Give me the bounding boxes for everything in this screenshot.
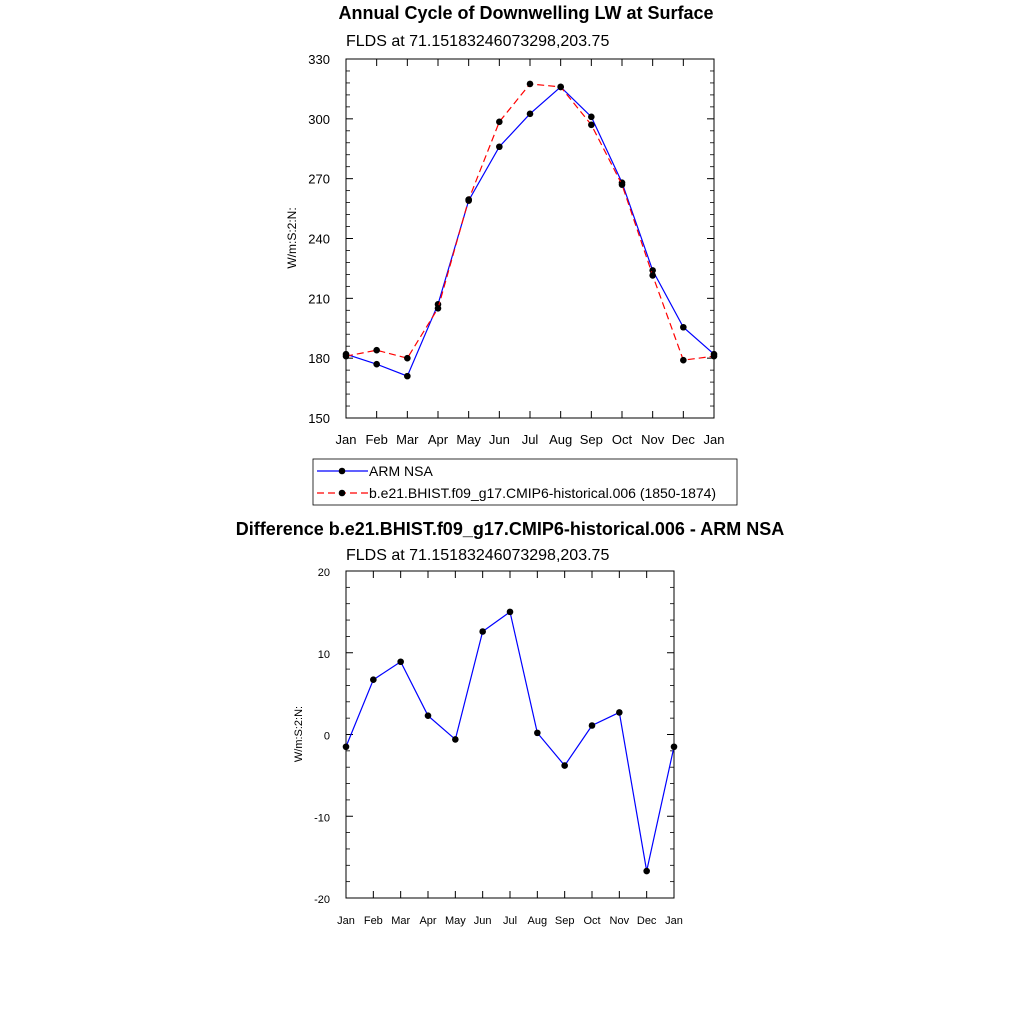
x-tick-label: Jul [503, 915, 517, 927]
x-tick-label: Mar [391, 915, 410, 927]
x-tick-label: Jan [337, 915, 355, 927]
x-tick-label: Aug [528, 915, 548, 927]
chart2-title: Difference b.e21.BHIST.f09_g17.CMIP6-his… [236, 519, 785, 539]
annual-cycle-chart: Annual Cycle of Downwelling LW at Surfac… [285, 3, 738, 506]
data-point [526, 110, 534, 118]
x-tick-label: Jun [474, 915, 492, 927]
data-point [496, 143, 503, 151]
chart1-plot-frame [345, 58, 715, 419]
data-point [649, 272, 656, 279]
x-tick-label: Sep [555, 915, 575, 927]
data-point [370, 676, 377, 684]
x-tick-label: Jan [704, 432, 725, 447]
chart2-subtitle: FLDS at 71.15183246073298,203.75 [346, 547, 609, 564]
x-tick-label: May [445, 915, 466, 927]
data-point [452, 736, 459, 743]
x-tick-label: Feb [365, 432, 387, 447]
x-tick-label: Sep [580, 432, 603, 447]
x-tick-label: Jul [522, 432, 539, 447]
data-point [479, 628, 486, 635]
x-tick-label: Mar [396, 432, 419, 447]
legend-marker-model [338, 489, 346, 497]
data-point [588, 121, 595, 129]
x-tick-label: Apr [428, 432, 449, 447]
data-point [561, 762, 568, 769]
data-point [557, 83, 564, 91]
x-tick-label: May [456, 432, 481, 447]
x-tick-label: Jun [489, 432, 510, 447]
x-tick-label: Oct [612, 432, 633, 447]
data-point [526, 80, 534, 88]
chart2-ylabel: W/m:S:2:N: [293, 706, 305, 762]
y-tick-label: 10 [318, 649, 330, 661]
x-tick-label: Nov [610, 915, 630, 927]
data-point [496, 118, 503, 126]
data-point [397, 658, 404, 666]
y-tick-label: 240 [308, 232, 330, 247]
data-point [506, 608, 514, 616]
y-tick-label: 150 [308, 411, 330, 426]
data-point [680, 356, 687, 364]
legend-box [312, 458, 738, 506]
y-tick-label: 300 [308, 112, 330, 127]
x-tick-label: Jan [336, 432, 357, 447]
legend-label-arm-nsa: ARM NSA [369, 463, 433, 479]
y-tick-label: 0 [324, 731, 330, 743]
y-tick-label: 330 [308, 52, 330, 67]
x-tick-label: Dec [637, 915, 657, 927]
x-tick-label: Jan [665, 915, 683, 927]
legend-label-model: b.e21.BHIST.f09_g17.CMIP6-historical.006… [369, 485, 716, 501]
data-point [588, 722, 596, 729]
x-tick-label: Nov [641, 432, 665, 447]
difference-chart: Difference b.e21.BHIST.f09_g17.CMIP6-his… [236, 519, 785, 927]
series-line-2 [345, 83, 715, 361]
data-point [534, 729, 541, 737]
y-tick-label: 270 [308, 172, 330, 187]
data-point [643, 867, 650, 875]
y-tick-label: -10 [314, 812, 330, 824]
data-point [404, 372, 411, 380]
chart2-plot-frame [345, 570, 675, 899]
y-tick-label: 20 [318, 567, 330, 579]
data-point [618, 181, 626, 188]
data-point [373, 360, 380, 368]
x-tick-label: Apr [419, 915, 436, 927]
data-point [434, 305, 442, 312]
series-line-1 [345, 610, 675, 872]
legend-marker-arm-nsa [338, 467, 346, 475]
data-point [616, 709, 623, 716]
data-point [465, 196, 472, 203]
series-line-1 [345, 86, 715, 377]
data-point [373, 346, 380, 354]
chart1-title: Annual Cycle of Downwelling LW at Surfac… [338, 3, 713, 23]
data-point [424, 712, 432, 719]
y-tick-label: -20 [314, 894, 330, 906]
x-tick-label: Dec [672, 432, 696, 447]
data-point [588, 113, 595, 121]
x-tick-label: Feb [364, 915, 383, 927]
data-point [404, 354, 411, 362]
chart1-ylabel: W/m:S:2:N: [285, 207, 299, 268]
x-tick-label: Aug [549, 432, 572, 447]
y-tick-label: 210 [308, 291, 330, 306]
x-tick-label: Oct [583, 915, 600, 927]
y-tick-label: 180 [308, 351, 330, 366]
chart1-subtitle: FLDS at 71.15183246073298,203.75 [346, 33, 609, 50]
chart1-legend: ARM NSA b.e21.BHIST.f09_g17.CMIP6-histor… [312, 458, 738, 506]
data-point [680, 323, 687, 331]
